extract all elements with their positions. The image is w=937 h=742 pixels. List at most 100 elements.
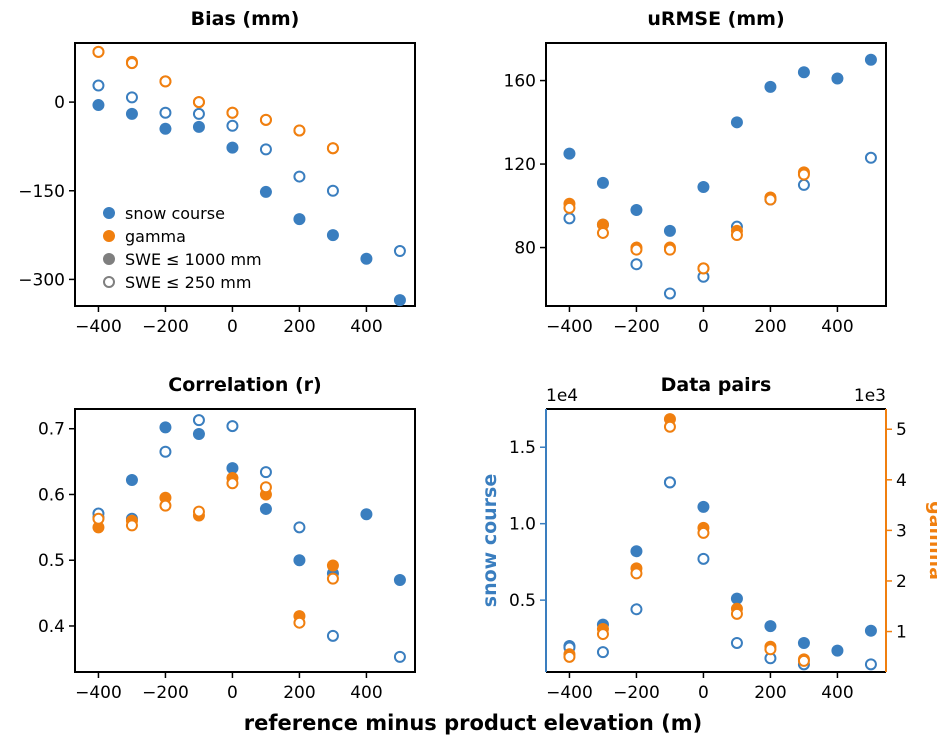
data-point: [730, 636, 743, 649]
data-point: [797, 178, 810, 191]
legend-label: gamma: [125, 227, 186, 246]
data-point: [563, 147, 576, 160]
data-point: [630, 567, 643, 580]
data-point: [630, 603, 643, 616]
data-point: [797, 654, 810, 667]
data-point: [596, 176, 609, 189]
legend-marker: [103, 230, 115, 242]
x-tick-label: 200: [283, 317, 315, 337]
data-point: [192, 414, 205, 427]
x-tick-label: 0: [698, 683, 709, 703]
data-point: [663, 243, 676, 256]
data-point: [663, 420, 676, 433]
series-snow-filled: [563, 53, 877, 237]
data-point: [797, 168, 810, 181]
data-point: [596, 218, 609, 231]
y-tick-label: 160: [504, 72, 536, 92]
plot-frame: [74, 408, 416, 673]
data-point: [293, 170, 306, 183]
panel-title: Data pairs: [661, 374, 772, 396]
data-point: [326, 629, 339, 642]
data-point: [831, 72, 844, 85]
y-tick-label: 0: [54, 93, 65, 113]
data-point: [563, 201, 576, 214]
legend-label: SWE ≤ 1000 mm: [125, 250, 262, 269]
panel-1: Bias (mm) −400 −200 0 200 400 0 −150 −300 snow co…: [18, 8, 416, 337]
x-tick-label: −400: [75, 683, 122, 703]
data-point: [326, 229, 339, 242]
x-tick-label: 400: [821, 683, 853, 703]
y-tick-label: 0.6: [38, 485, 65, 505]
data-point: [192, 96, 205, 109]
data-point: [92, 512, 105, 525]
data-point: [730, 607, 743, 620]
legend-marker: [103, 253, 115, 265]
y-tick-label: 1.5: [509, 438, 536, 458]
data-point: [192, 120, 205, 133]
data-point: [663, 287, 676, 300]
data-point: [326, 559, 339, 572]
x-tick-label: 0: [227, 683, 238, 703]
series-gamma-open: [563, 168, 810, 275]
plot-frame: [74, 42, 416, 307]
data-point: [226, 462, 239, 475]
data-point: [226, 119, 239, 132]
data-point: [259, 481, 272, 494]
data-point: [293, 124, 306, 137]
x-tick-label: −200: [142, 683, 189, 703]
data-point: [797, 636, 810, 649]
data-point: [259, 502, 272, 515]
data-point: [293, 616, 306, 629]
data-point: [764, 643, 777, 656]
data-point: [697, 181, 710, 194]
data-point: [92, 521, 105, 534]
panel-title: uRMSE (mm): [647, 8, 784, 30]
data-point: [192, 427, 205, 440]
data-point: [697, 500, 710, 513]
data-point: [563, 212, 576, 225]
series-gamma-open: [92, 477, 339, 629]
x-tick-label: 400: [821, 317, 853, 337]
data-point: [864, 624, 877, 637]
data-point: [630, 243, 643, 256]
data-point: [125, 474, 138, 487]
x-tick-label: 200: [754, 317, 786, 337]
data-point: [226, 106, 239, 119]
y-tick-label: 0.7: [38, 420, 65, 440]
x-tick-label: −200: [613, 683, 660, 703]
y-tick-label: −300: [18, 270, 65, 290]
panel-2: uRMSE (mm) −400 −200 0 200 400 80 120 160: [504, 8, 887, 337]
data-point: [697, 552, 710, 565]
data-point: [159, 106, 172, 119]
data-point: [259, 185, 272, 198]
data-point: [393, 245, 406, 258]
data-point: [159, 122, 172, 135]
data-point: [159, 499, 172, 512]
series-snow-filled: [563, 476, 877, 657]
data-point: [697, 262, 710, 275]
data-point: [797, 66, 810, 79]
data-point: [293, 554, 306, 567]
data-point: [360, 252, 373, 265]
data-point: [764, 80, 777, 93]
x-tick-label: −200: [613, 317, 660, 337]
data-point: [764, 193, 777, 206]
y-tick-label: 80: [514, 239, 536, 259]
data-point: [159, 421, 172, 434]
x-tick-label: 400: [350, 683, 382, 703]
series-gamma-filled: [92, 472, 339, 623]
data-point: [125, 91, 138, 104]
y-left-label: snow course: [479, 474, 501, 607]
data-point: [159, 445, 172, 458]
data-point: [663, 224, 676, 237]
data-point: [393, 573, 406, 586]
x-tick-label: −400: [546, 317, 593, 337]
legend-marker: [103, 276, 115, 288]
x-tick-label: −400: [75, 317, 122, 337]
data-point: [226, 420, 239, 433]
data-point: [360, 508, 373, 521]
data-point: [831, 644, 844, 657]
data-point: [293, 213, 306, 226]
y-right-tick-label: 4: [896, 471, 907, 491]
legend: snow course gamma SWE ≤ 1000 mm SWE ≤ 250 m…: [103, 204, 262, 292]
